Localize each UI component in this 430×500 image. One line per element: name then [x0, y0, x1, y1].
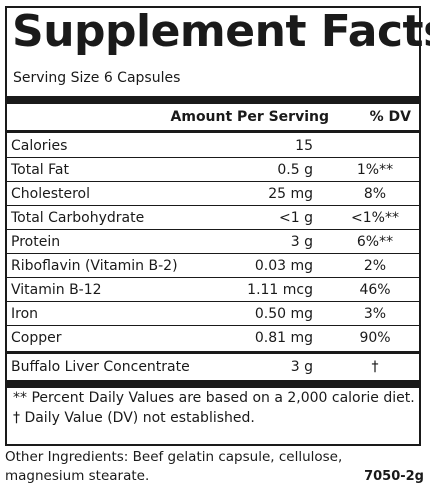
- nutrient-amount: 25 mg: [268, 186, 313, 202]
- row-divider: [7, 181, 419, 182]
- nutrient-dv: 90%: [359, 330, 391, 346]
- thick-divider: [7, 96, 419, 104]
- nutrient-name: Protein: [11, 234, 61, 250]
- nutrient-amount: <1 g: [279, 210, 313, 226]
- thick-divider: [7, 380, 419, 388]
- row-divider: [7, 229, 419, 230]
- nutrient-name: Cholesterol: [11, 186, 91, 202]
- nutrient-name: Vitamin B-12: [11, 282, 102, 298]
- serving-size: Serving Size 6 Capsules: [13, 70, 181, 86]
- nutrient-name: Total Carbohydrate: [11, 210, 145, 226]
- row-divider: [7, 325, 419, 326]
- nutrient-amount: 1.11 mcg: [247, 282, 313, 298]
- nutrient-name: Riboflavin (Vitamin B-2): [11, 258, 178, 274]
- table-row: Buffalo Liver Concentrate 3 g †: [7, 356, 419, 378]
- ingredients-line: Other Ingredients: Beef gelatin capsule,…: [5, 449, 343, 465]
- nutrient-amount: 0.50 mg: [254, 306, 313, 322]
- nutrient-dv: <1%**: [351, 210, 399, 226]
- nutrient-name: Buffalo Liver Concentrate: [11, 359, 190, 375]
- table-row: Iron 0.50 mg 3%: [7, 303, 419, 325]
- table-row: Riboflavin (Vitamin B-2) 0.03 mg 2%: [7, 255, 419, 277]
- amount-per-serving-header: Amount Per Serving: [170, 109, 329, 125]
- nutrient-name: Copper: [11, 330, 62, 346]
- nutrient-dv: 46%: [359, 282, 391, 298]
- supplement-facts-panel: Supplement Facts Serving Size 6 Capsules…: [5, 6, 430, 446]
- nutrient-amount: 0.81 mg: [254, 330, 313, 346]
- nutrient-amount: 0.5 g: [277, 162, 313, 178]
- nutrient-amount: 0.03 mg: [254, 258, 313, 274]
- nutrient-amount: 15: [295, 138, 313, 154]
- table-row: Protein 3 g 6%**: [7, 231, 419, 253]
- table-row: Copper 0.81 mg 90%: [7, 327, 419, 349]
- table-row: Total Fat 0.5 g 1%**: [7, 159, 419, 181]
- footnote-dv: ** Percent Daily Values are based on a 2…: [13, 390, 415, 406]
- nutrient-dv: 8%: [363, 186, 387, 202]
- panel-title: Supplement Facts: [12, 6, 430, 57]
- footnote-dagger: † Daily Value (DV) not established.: [13, 410, 255, 426]
- nutrient-name: Calories: [11, 138, 68, 154]
- nutrient-name: Iron: [11, 306, 39, 322]
- table-row: Calories 15: [7, 135, 419, 157]
- nutrient-dv: 3%: [363, 306, 387, 322]
- row-divider: [7, 253, 419, 254]
- table-row: Cholesterol 25 mg 8%: [7, 183, 419, 205]
- nutrient-dv: 6%**: [356, 234, 394, 250]
- nutrient-dv: †: [371, 359, 379, 375]
- nutrient-amount: 3 g: [290, 359, 313, 375]
- table-row: Total Carbohydrate <1 g <1%**: [7, 207, 419, 229]
- nutrient-dv: 1%**: [356, 162, 394, 178]
- ingredients-line: magnesium stearate.: [5, 468, 150, 484]
- row-divider: [7, 157, 419, 158]
- nutrient-dv: 2%: [363, 258, 387, 274]
- row-divider: [7, 277, 419, 278]
- dv-header: % DV: [369, 109, 411, 125]
- section-divider: [7, 351, 419, 354]
- nutrient-name: Total Fat: [11, 162, 69, 178]
- nutrient-amount: 3 g: [290, 234, 313, 250]
- header-divider: [7, 130, 419, 133]
- product-code: 7050-2g: [364, 469, 424, 484]
- row-divider: [7, 301, 419, 302]
- table-row: Vitamin B-12 1.11 mcg 46%: [7, 279, 419, 301]
- row-divider: [7, 205, 419, 206]
- other-ingredients: Other Ingredients: Beef gelatin capsule,…: [5, 448, 342, 486]
